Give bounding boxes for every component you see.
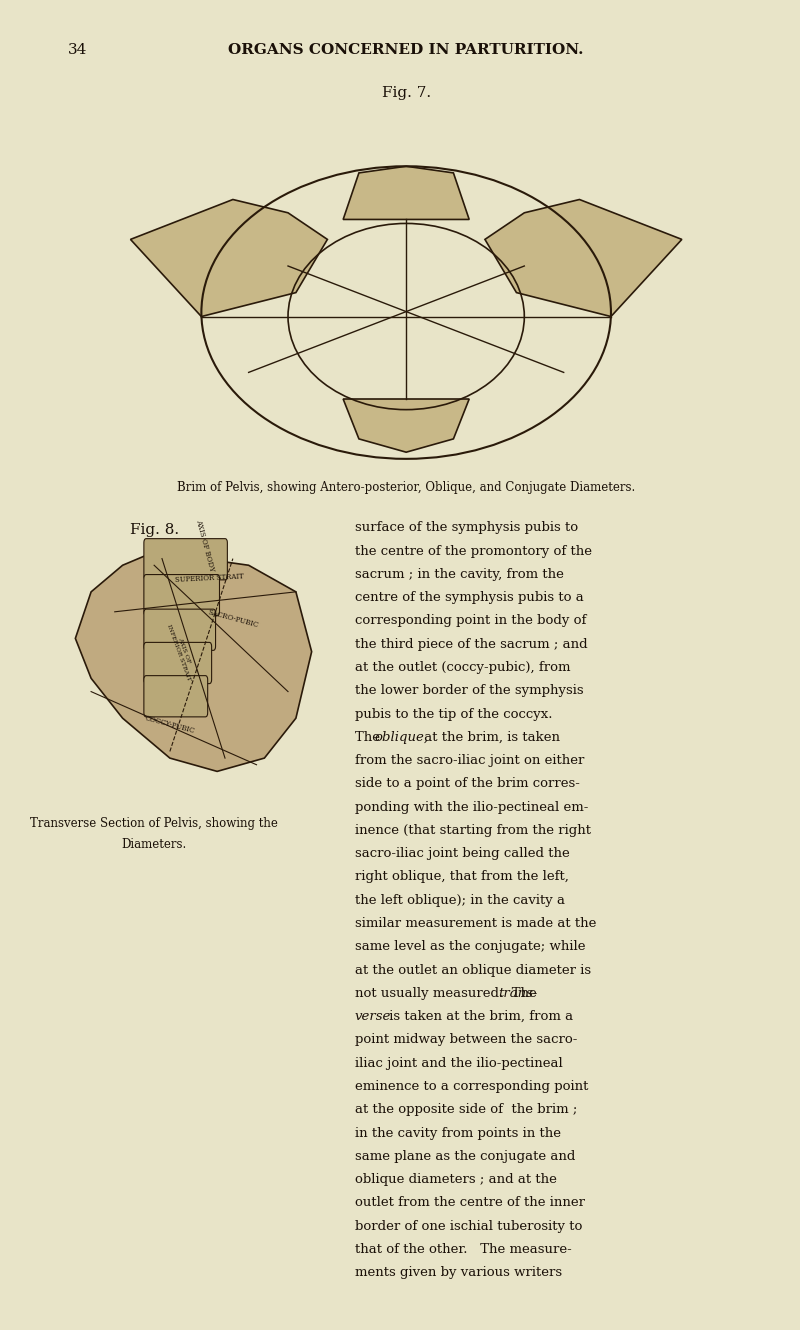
FancyBboxPatch shape [144,609,215,650]
Polygon shape [343,399,469,452]
Text: not usually measured.  The: not usually measured. The [355,987,541,1000]
FancyBboxPatch shape [144,676,208,717]
Text: at the opposite side of  the brim ;: at the opposite side of the brim ; [355,1104,578,1116]
Text: verse: verse [355,1011,391,1023]
Polygon shape [485,200,682,317]
Text: centre of the symphysis pubis to a: centre of the symphysis pubis to a [355,592,584,604]
FancyBboxPatch shape [144,575,219,616]
Text: Fig. 7.: Fig. 7. [382,86,430,101]
Text: AXIS OF
INFERIOR STRAIT: AXIS OF INFERIOR STRAIT [166,622,197,681]
Text: ments given by various writers: ments given by various writers [355,1266,562,1279]
Text: 34: 34 [67,43,87,57]
Text: pubis to the tip of the coccyx.: pubis to the tip of the coccyx. [355,708,553,721]
Text: the lower border of the symphysis: the lower border of the symphysis [355,684,583,697]
Text: ORGANS CONCERNED IN PARTURITION.: ORGANS CONCERNED IN PARTURITION. [229,43,584,57]
Text: the left oblique); in the cavity a: the left oblique); in the cavity a [355,894,565,907]
Polygon shape [75,552,312,771]
Text: iliac joint and the ilio-pectineal: iliac joint and the ilio-pectineal [355,1057,562,1069]
Text: eminence to a corresponding point: eminence to a corresponding point [355,1080,588,1093]
Text: at the outlet (coccy-pubic), from: at the outlet (coccy-pubic), from [355,661,570,674]
Text: the third piece of the sacrum ; and: the third piece of the sacrum ; and [355,638,587,650]
Polygon shape [130,200,327,317]
Text: from the sacro-iliac joint on either: from the sacro-iliac joint on either [355,754,584,767]
FancyBboxPatch shape [144,539,227,580]
Text: COCCY-PUBIC: COCCY-PUBIC [144,714,196,735]
FancyBboxPatch shape [144,642,212,684]
Text: in the cavity from points in the: in the cavity from points in the [355,1127,561,1140]
Text: the centre of the promontory of the: the centre of the promontory of the [355,545,592,557]
Text: The: The [355,732,384,743]
Text: inence (that starting from the right: inence (that starting from the right [355,825,591,837]
Text: same level as the conjugate; while: same level as the conjugate; while [355,940,586,954]
Text: right oblique, that from the left,: right oblique, that from the left, [355,871,569,883]
Text: AXIS OF BODY: AXIS OF BODY [194,519,216,572]
Text: at the outlet an oblique diameter is: at the outlet an oblique diameter is [355,963,591,976]
Text: Brim of Pelvis, showing Antero-posterior, Oblique, and Conjugate Diameters.: Brim of Pelvis, showing Antero-posterior… [177,481,635,495]
Text: SUPERIOR STRAIT: SUPERIOR STRAIT [174,573,244,584]
Text: Diameters.: Diameters. [122,838,186,851]
Text: that of the other.   The measure-: that of the other. The measure- [355,1244,572,1256]
Text: oblique diameters ; and at the: oblique diameters ; and at the [355,1173,557,1186]
Text: at the brim, is taken: at the brim, is taken [420,732,560,743]
Text: same plane as the conjugate and: same plane as the conjugate and [355,1149,575,1162]
Text: is taken at the brim, from a: is taken at the brim, from a [385,1011,573,1023]
Text: border of one ischial tuberosity to: border of one ischial tuberosity to [355,1220,582,1233]
Text: Fig. 8.: Fig. 8. [130,523,178,537]
Text: ponding with the ilio-pectineal em-: ponding with the ilio-pectineal em- [355,801,588,814]
Text: similar measurement is made at the: similar measurement is made at the [355,918,596,930]
Text: outlet from the centre of the inner: outlet from the centre of the inner [355,1197,585,1209]
Text: corresponding point in the body of: corresponding point in the body of [355,614,586,628]
Text: SACRO-PUBIC: SACRO-PUBIC [206,608,259,629]
Text: trans-: trans- [498,987,538,1000]
Text: point midway between the sacro-: point midway between the sacro- [355,1033,578,1047]
Text: side to a point of the brim corres-: side to a point of the brim corres- [355,777,580,790]
Text: Transverse Section of Pelvis, showing the: Transverse Section of Pelvis, showing th… [30,817,278,830]
Text: sacrum ; in the cavity, from the: sacrum ; in the cavity, from the [355,568,564,581]
Polygon shape [343,166,469,219]
Text: surface of the symphysis pubis to: surface of the symphysis pubis to [355,521,578,535]
Text: sacro-iliac joint being called the: sacro-iliac joint being called the [355,847,570,861]
Text: oblique,: oblique, [374,732,429,743]
